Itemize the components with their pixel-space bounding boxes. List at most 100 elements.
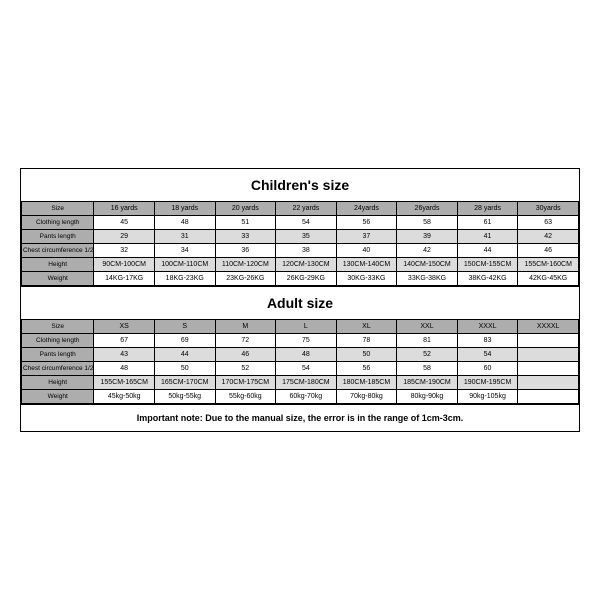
table-cell: 43 — [94, 348, 155, 362]
table-cell: 56 — [336, 362, 397, 376]
children-rowlabel-weight: Weight — [22, 272, 94, 286]
table-cell: 48 — [154, 216, 215, 230]
adult-row-height: Height 155CM-165CM 165CM-170CM 170CM-175… — [22, 376, 579, 390]
adult-rowlabel-chest: Chest circumference 1/2 — [22, 362, 94, 376]
children-col-0: 16 yards — [94, 202, 155, 216]
table-cell: 54 — [276, 362, 337, 376]
table-cell: 18KG-23KG — [154, 272, 215, 286]
table-cell: 180CM-185CM — [336, 376, 397, 390]
table-cell: 90kg-105kg — [457, 390, 518, 404]
adult-rowlabel-clothing: Clothing length — [22, 334, 94, 348]
children-col-3: 22 yards — [276, 202, 337, 216]
table-cell: 58 — [397, 362, 458, 376]
children-col-2: 20 yards — [215, 202, 276, 216]
table-cell: 130CM-140CM — [336, 258, 397, 272]
table-cell: 51 — [215, 216, 276, 230]
table-cell: 26KG-29KG — [276, 272, 337, 286]
adult-table: Size XS S M L XL XXL XXXL XXXXL Clothing… — [21, 319, 579, 404]
table-cell: 185CM-190CM — [397, 376, 458, 390]
adult-col-6: XXXL — [457, 320, 518, 334]
table-cell: 48 — [276, 348, 337, 362]
table-cell: 70kg-80kg — [336, 390, 397, 404]
children-row-weight: Weight 14KG-17KG 18KG-23KG 23KG-26KG 26K… — [22, 272, 579, 286]
table-cell: 44 — [154, 348, 215, 362]
children-col-4: 24yards — [336, 202, 397, 216]
adult-col-0: XS — [94, 320, 155, 334]
children-rowlabel-pants: Pants length — [22, 230, 94, 244]
table-cell: 38 — [276, 244, 337, 258]
adult-col-4: XL — [336, 320, 397, 334]
table-cell: 29 — [94, 230, 155, 244]
table-cell: 83 — [457, 334, 518, 348]
table-cell: 140CM-150CM — [397, 258, 458, 272]
table-cell: 60 — [457, 362, 518, 376]
children-rowlabel-size: Size — [22, 202, 94, 216]
table-cell: 33KG-38KG — [397, 272, 458, 286]
table-cell: 41 — [457, 230, 518, 244]
table-cell: 55kg-60kg — [215, 390, 276, 404]
table-cell: 165CM-170CM — [154, 376, 215, 390]
adult-row-chest: Chest circumference 1/2 48 50 52 54 56 5… — [22, 362, 579, 376]
children-row-height: Height 90CM-100CM 100CM-110CM 110CM-120C… — [22, 258, 579, 272]
table-cell: 155CM-160CM — [518, 258, 579, 272]
table-cell: 36 — [215, 244, 276, 258]
children-col-6: 28 yards — [457, 202, 518, 216]
table-cell: 58 — [397, 216, 458, 230]
table-cell: 42 — [518, 230, 579, 244]
table-cell: 81 — [397, 334, 458, 348]
table-cell: 34 — [154, 244, 215, 258]
adult-row-weight: Weight 45kg-50kg 50kg-55kg 55kg-60kg 60k… — [22, 390, 579, 404]
adult-rowlabel-size: Size — [22, 320, 94, 334]
table-cell: 60kg-70kg — [276, 390, 337, 404]
children-row-clothing-length: Clothing length 45 48 51 54 56 58 61 63 — [22, 216, 579, 230]
table-cell: 61 — [457, 216, 518, 230]
table-cell — [518, 348, 579, 362]
table-cell: 78 — [336, 334, 397, 348]
adult-rowlabel-pants: Pants length — [22, 348, 94, 362]
table-cell — [518, 376, 579, 390]
table-cell: 35 — [276, 230, 337, 244]
adult-row-pants-length: Pants length 43 44 46 48 50 52 54 — [22, 348, 579, 362]
table-cell: 44 — [457, 244, 518, 258]
table-cell: 50 — [154, 362, 215, 376]
adult-row-clothing-length: Clothing length 67 69 72 75 78 81 83 — [22, 334, 579, 348]
table-cell: 45kg-50kg — [94, 390, 155, 404]
children-rowlabel-chest: Chest circumference 1/2 — [22, 244, 94, 258]
children-header-row: Size 16 yards 18 yards 20 yards 22 yards… — [22, 202, 579, 216]
table-cell: 150CM-155CM — [457, 258, 518, 272]
table-cell: 42KG-45KG — [518, 272, 579, 286]
table-cell: 45 — [94, 216, 155, 230]
table-cell: 175CM-180CM — [276, 376, 337, 390]
table-cell: 63 — [518, 216, 579, 230]
table-cell: 120CM-130CM — [276, 258, 337, 272]
table-cell: 54 — [457, 348, 518, 362]
table-cell: 50kg-55kg — [154, 390, 215, 404]
table-cell: 48 — [94, 362, 155, 376]
table-cell: 39 — [397, 230, 458, 244]
table-cell: 23KG-26KG — [215, 272, 276, 286]
table-cell: 37 — [336, 230, 397, 244]
children-rowlabel-height: Height — [22, 258, 94, 272]
children-col-7: 30yards — [518, 202, 579, 216]
table-cell: 90CM-100CM — [94, 258, 155, 272]
table-cell: 52 — [397, 348, 458, 362]
children-row-chest: Chest circumference 1/2 32 34 36 38 40 4… — [22, 244, 579, 258]
table-cell: 69 — [154, 334, 215, 348]
adult-col-2: M — [215, 320, 276, 334]
table-cell: 32 — [94, 244, 155, 258]
table-cell: 52 — [215, 362, 276, 376]
table-cell — [518, 362, 579, 376]
table-cell — [518, 390, 579, 404]
adult-col-7: XXXXL — [518, 320, 579, 334]
adult-rowlabel-height: Height — [22, 376, 94, 390]
table-cell: 46 — [518, 244, 579, 258]
table-cell: 75 — [276, 334, 337, 348]
adult-col-5: XXL — [397, 320, 458, 334]
adult-header-row: Size XS S M L XL XXL XXXL XXXXL — [22, 320, 579, 334]
table-cell: 190CM-195CM — [457, 376, 518, 390]
table-cell: 54 — [276, 216, 337, 230]
table-cell: 50 — [336, 348, 397, 362]
children-table: Size 16 yards 18 yards 20 yards 22 yards… — [21, 201, 579, 286]
children-col-5: 26yards — [397, 202, 458, 216]
table-cell: 56 — [336, 216, 397, 230]
